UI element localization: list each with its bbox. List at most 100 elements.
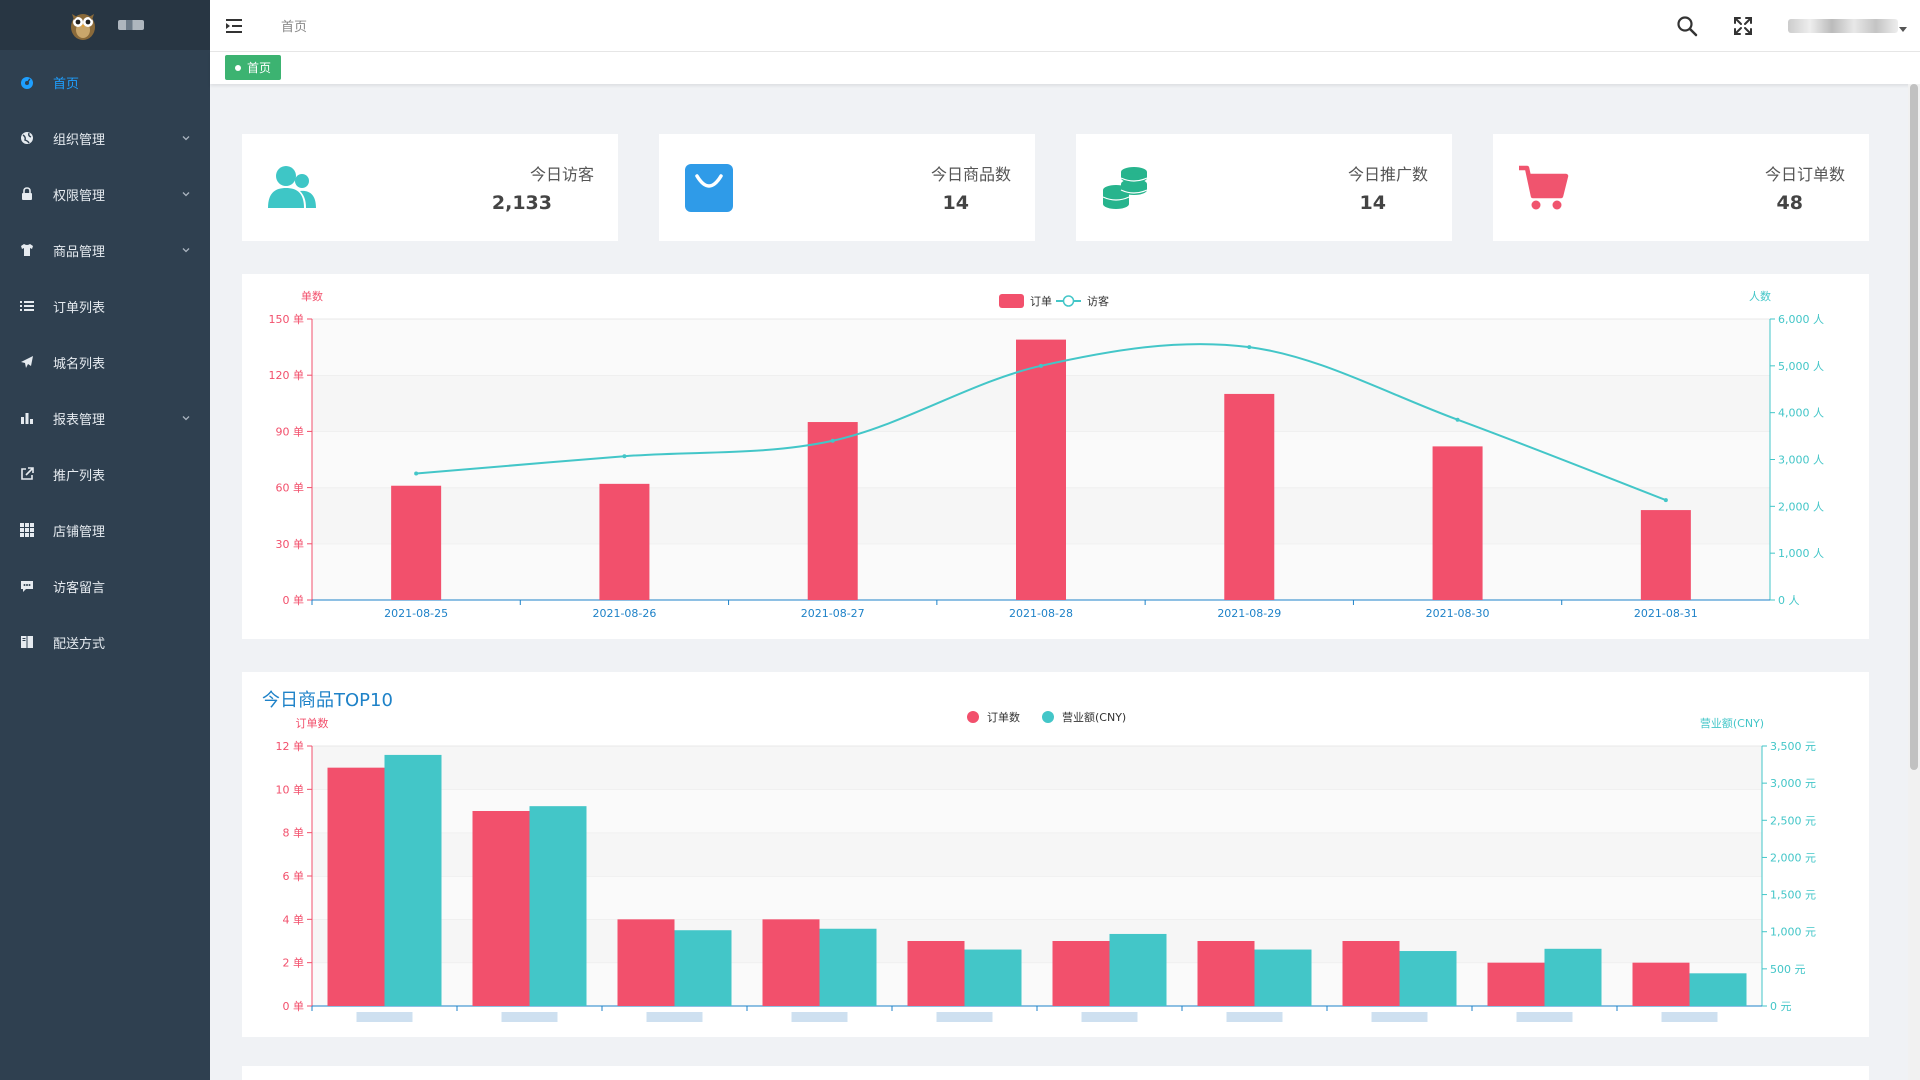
y-tick-label: 0 单	[283, 1000, 305, 1013]
order-bar	[807, 422, 858, 600]
chevron-down-icon	[180, 244, 192, 256]
paper-plane-icon	[20, 355, 34, 369]
x-label-blurred	[1081, 1012, 1138, 1022]
x-tick-label: 2021-08-26	[592, 607, 656, 620]
stat-card-orders: 今日订单数 48	[1493, 134, 1869, 241]
order-bar	[1432, 446, 1483, 600]
y-tick-label: 0 单	[283, 594, 305, 607]
y-tick-label: 30 单	[276, 538, 305, 551]
tab-bar: 首页	[210, 52, 1920, 84]
visitor-point	[1455, 417, 1460, 422]
legend-label: 订单数	[987, 711, 1020, 724]
sidebar-item-0[interactable]: 首页	[0, 54, 210, 110]
y-tick-label: 2,000 人	[1778, 500, 1824, 513]
users-icon	[268, 166, 316, 208]
sidebar-item-label: 推广列表	[53, 468, 106, 484]
y-tick-label: 3,000 人	[1778, 454, 1824, 467]
sidebar-item-4[interactable]: 订单列表	[0, 278, 210, 334]
y-tick-label: 3,500 元	[1770, 740, 1816, 753]
y-tick-label: 4 单	[283, 913, 305, 926]
y-tick-label: 3,000 元	[1770, 777, 1816, 790]
top10-chart-panel: 0 单 2 单 4 单 6 单 8 单 10 单 12 单 0 元 500 元 1,000 元 1,…	[242, 672, 1869, 1037]
legend-swatch	[1062, 295, 1075, 307]
x-label-blurred	[791, 1012, 848, 1022]
legend-label: 营业额(CNY)	[1062, 710, 1126, 724]
menu-toggle-icon[interactable]	[224, 16, 244, 36]
x-label-blurred	[356, 1012, 413, 1022]
sidebar-item-5[interactable]: 城名列表	[0, 334, 210, 390]
search-icon[interactable]	[1676, 15, 1698, 37]
x-tick-label: 2021-08-31	[1634, 607, 1698, 620]
revenue-bar	[1689, 973, 1747, 1006]
order-count-bar	[1342, 941, 1400, 1006]
x-tick-label: 2021-08-25	[384, 607, 448, 620]
stat-title: 今日商品数	[930, 165, 1011, 184]
breadcrumb: 首页	[281, 20, 308, 35]
lock-icon	[20, 187, 34, 201]
tab-dot-icon	[235, 64, 241, 71]
visitor-point	[1247, 345, 1252, 350]
order-bar	[391, 485, 442, 600]
scrollbar-thumb[interactable]	[1910, 84, 1918, 770]
y-tick-label: 2,500 元	[1770, 814, 1816, 827]
y-tick-label: 500 元	[1770, 963, 1806, 976]
tab-home[interactable]: 首页	[225, 55, 282, 80]
order-count-bar	[1197, 941, 1255, 1006]
stat-card-promotions: 今日推广数 14	[1076, 134, 1452, 241]
stat-value: 2,133	[491, 192, 552, 214]
chevron-down-icon	[180, 412, 192, 424]
list-icon	[20, 299, 34, 313]
x-tick-label: 2021-08-27	[801, 607, 865, 620]
stat-value: 14	[942, 192, 969, 214]
order-count-bar	[617, 919, 675, 1006]
sidebar-item-10[interactable]: 配送方式	[0, 614, 210, 670]
book-icon	[20, 635, 34, 649]
globe-icon	[20, 131, 34, 145]
visitor-point	[830, 438, 835, 443]
sidebar-item-7[interactable]: 推广列表	[0, 446, 210, 502]
revenue-bar	[674, 930, 732, 1006]
dashboard-icon	[20, 75, 34, 89]
grid-band	[312, 746, 1762, 790]
sidebar-item-label: 城名列表	[53, 356, 106, 372]
coins-icon	[1102, 167, 1148, 209]
y-axis-label: 营业额(CNY)	[1700, 716, 1764, 730]
comment-icon	[20, 579, 34, 593]
y-axis-label: 订单数	[296, 717, 329, 730]
sidebar-item-label: 报表管理	[53, 412, 106, 428]
external-link-icon	[20, 467, 34, 481]
grid-icon	[20, 523, 34, 537]
sidebar-item-2[interactable]: 权限管理	[0, 166, 210, 222]
sidebar-item-9[interactable]: 访客留言	[0, 558, 210, 614]
y-tick-label: 1,500 元	[1770, 889, 1816, 902]
page-scrollbar[interactable]	[1908, 84, 1920, 1080]
sidebar-item-1[interactable]: 组织管理	[0, 110, 210, 166]
chevron-down-icon[interactable]	[1898, 24, 1908, 34]
order-bar	[1016, 339, 1066, 600]
sidebar-item-3[interactable]: 商品管理	[0, 222, 210, 278]
y-tick-label: 1,000 人	[1778, 547, 1824, 560]
stat-card-products: 今日商品数 14	[659, 134, 1035, 241]
y-tick-label: 0 元	[1770, 1000, 1792, 1013]
stat-card-visitors: 今日访客 2,133	[242, 134, 618, 241]
chart-title: 今日商品TOP10	[262, 690, 393, 711]
y-tick-label: 10 单	[276, 783, 305, 796]
revenue-bar	[384, 754, 442, 1006]
y-tick-label: 6,000 人	[1778, 313, 1824, 326]
x-label-blurred	[1661, 1012, 1718, 1022]
y-tick-label: 60 单	[276, 482, 305, 495]
order-bar	[599, 483, 650, 600]
visitor-point	[622, 454, 627, 459]
order-bar	[1640, 510, 1691, 600]
fullscreen-icon[interactable]	[1732, 15, 1754, 37]
order-bar	[1224, 393, 1275, 600]
sidebar-item-8[interactable]: 店铺管理	[0, 502, 210, 558]
user-menu[interactable]	[1788, 18, 1898, 33]
x-label-blurred	[646, 1012, 703, 1022]
y-axis-label: 人数	[1749, 290, 1771, 303]
sidebar-item-6[interactable]: 报表管理	[0, 390, 210, 446]
y-tick-label: 120 单	[269, 369, 305, 382]
y-tick-label: 150 单	[269, 313, 305, 326]
sidebar-item-label: 权限管理	[53, 188, 106, 204]
shirt-icon	[20, 243, 34, 257]
